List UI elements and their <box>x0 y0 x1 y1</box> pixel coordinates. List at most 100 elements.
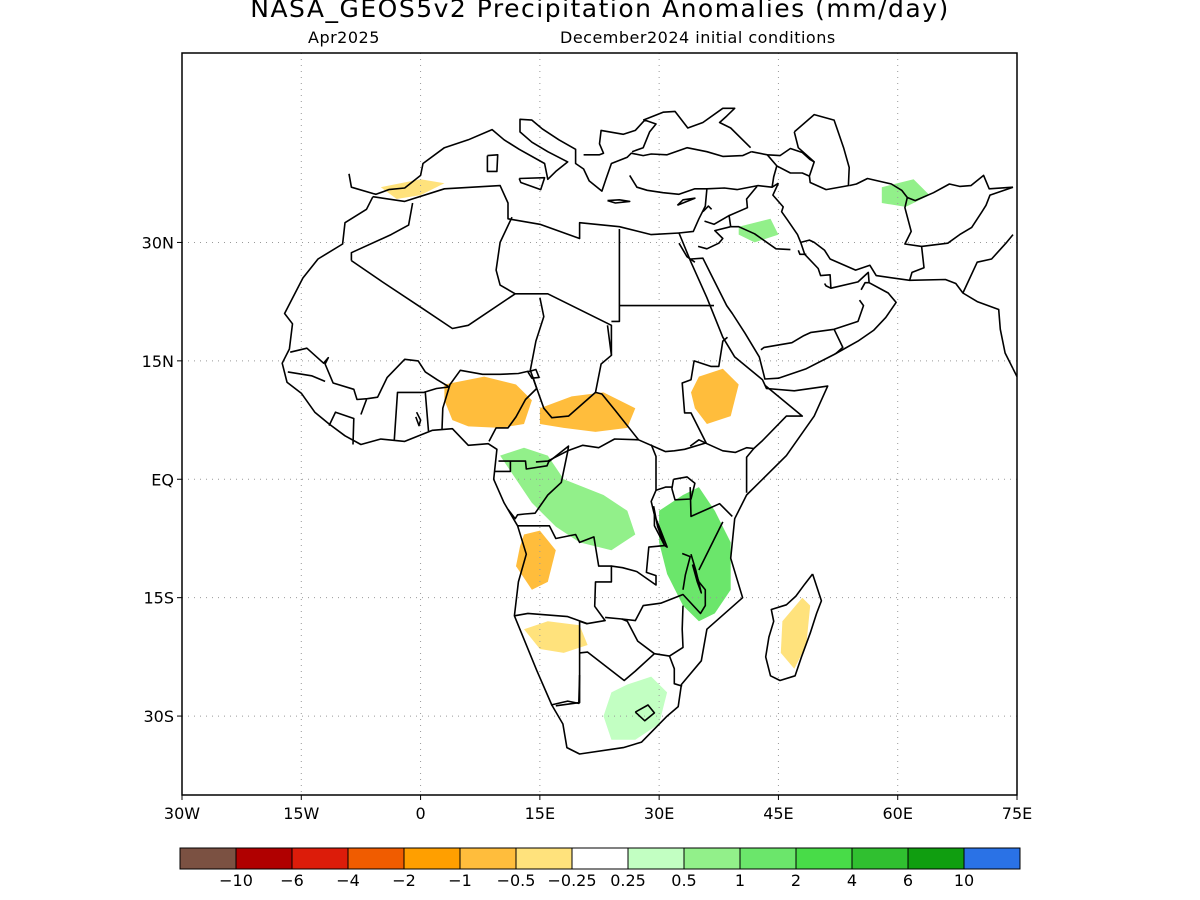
anomaly-patches <box>380 179 930 740</box>
colorbar-label: 2 <box>791 871 801 890</box>
coastline-path <box>529 297 613 419</box>
coastline-path <box>350 259 613 356</box>
coastline-path <box>921 186 1014 248</box>
colorbar-label: 1 <box>735 871 745 890</box>
anomaly-patch <box>539 392 636 432</box>
coastline-path <box>704 214 732 227</box>
initial-conditions: December2024 initial conditions <box>560 28 836 47</box>
coastline-path <box>797 250 807 256</box>
coastlines <box>281 107 1017 755</box>
colorbar-swatch <box>235 847 293 870</box>
coastline-path <box>583 119 657 156</box>
anomaly-patch <box>659 487 731 622</box>
coastline-path <box>860 281 870 291</box>
colorbar-label: −0.25 <box>547 871 596 890</box>
colorbar: −10 −6 −4 −2 −1 −0.5 −0.25 0.25 0.5 1 2 4 6 10 <box>179 847 1021 890</box>
colorbar-label: 10 <box>954 871 974 890</box>
colorbar-label: 0.25 <box>610 871 646 890</box>
coastline-path <box>634 704 656 722</box>
colorbar-swatch <box>963 847 1021 870</box>
coastline-path <box>697 225 731 250</box>
lat-tick-label: EQ <box>151 470 174 489</box>
coastline-path <box>690 239 1014 380</box>
coastline-path <box>281 184 829 755</box>
colorbar-label: −2 <box>392 871 416 890</box>
coastline-path <box>360 399 368 415</box>
coastline-path <box>766 154 810 177</box>
graticule <box>182 53 1017 795</box>
lon-tick-label: 15W <box>283 804 319 823</box>
coastline-path <box>681 552 691 590</box>
coastline-path <box>676 197 696 207</box>
anomaly-patch <box>738 218 779 243</box>
colorbar-label: 4 <box>847 871 857 890</box>
coastline-path <box>772 182 802 243</box>
coastline-path <box>678 242 696 263</box>
coastline-path <box>823 283 832 289</box>
coastline-path <box>621 605 684 657</box>
coastline-path <box>290 347 450 440</box>
coastline-path <box>689 487 733 518</box>
coastline-path <box>730 225 791 251</box>
colorbar-label: −4 <box>336 871 360 890</box>
coastline-path <box>607 199 631 204</box>
colorbar-swatch <box>627 847 685 870</box>
lat-tick-label: 30N <box>142 233 174 252</box>
colorbar-label: −10 <box>219 871 253 890</box>
coastline-path <box>441 369 529 430</box>
anomaly-patch <box>524 621 588 653</box>
anomaly-patch <box>691 368 739 424</box>
anomaly-patch <box>500 447 636 551</box>
coastline-path <box>555 444 666 707</box>
coastline-path <box>962 234 1014 294</box>
coastline-path <box>527 368 540 379</box>
coastline-path <box>514 612 588 625</box>
coastline-path <box>328 411 355 445</box>
map-title: NASA_GEOS5v2 Precipitation Anomalies (mm… <box>250 0 950 23</box>
anomaly-patch <box>516 530 556 590</box>
lat-tick-label: 30S <box>143 707 174 726</box>
coastline-path <box>611 229 621 323</box>
anomaly-patch <box>603 676 668 740</box>
coastline-path <box>488 376 538 442</box>
colorbar-swatch <box>571 847 629 870</box>
lon-tick-label: 15E <box>525 804 555 823</box>
lon-tick-label: 0 <box>415 804 425 823</box>
coastline-path <box>642 107 752 149</box>
coastline-path <box>760 299 865 351</box>
lat-tick-label: 15S <box>143 589 174 608</box>
coastline-path <box>287 371 326 383</box>
coastline-path <box>849 177 925 281</box>
coastline-path <box>745 447 755 493</box>
coastline-path <box>415 411 422 427</box>
colorbar-swatch <box>739 847 797 870</box>
lon-tick-label: 30W <box>164 804 200 823</box>
lon-tick-label: 30E <box>644 804 674 823</box>
coastline-path <box>690 553 703 594</box>
coastline-path <box>833 328 844 355</box>
coastline-path <box>486 154 499 173</box>
coastline-path <box>629 174 708 234</box>
colorbar-swatch <box>291 847 349 870</box>
coastline-path <box>605 570 707 622</box>
coastline-path <box>550 674 581 706</box>
coastline-path <box>689 384 804 454</box>
coastline-path <box>655 486 672 492</box>
coastline-path <box>907 174 1014 202</box>
colorbar-label: 0.5 <box>671 871 696 890</box>
map-frame <box>181 52 1018 796</box>
colorbar-swatch <box>683 847 741 870</box>
forecast-month: Apr2025 <box>308 28 380 47</box>
colorbar-swatch <box>851 847 909 870</box>
lat-axis: 30N 15N EQ 15S 30S <box>142 233 182 726</box>
colorbar-label: −6 <box>280 871 304 890</box>
coastline-path <box>350 202 414 261</box>
lon-axis: 30W 15W 0 15E 30E 45E 60E 75E <box>164 795 1032 823</box>
colorbar-swatch <box>347 847 405 870</box>
anomaly-patch <box>380 179 445 199</box>
colorbar-swatch <box>907 847 965 870</box>
colorbar-label: −0.5 <box>497 871 536 890</box>
colorbar-swatch <box>515 847 573 870</box>
coastline-path <box>771 165 778 188</box>
